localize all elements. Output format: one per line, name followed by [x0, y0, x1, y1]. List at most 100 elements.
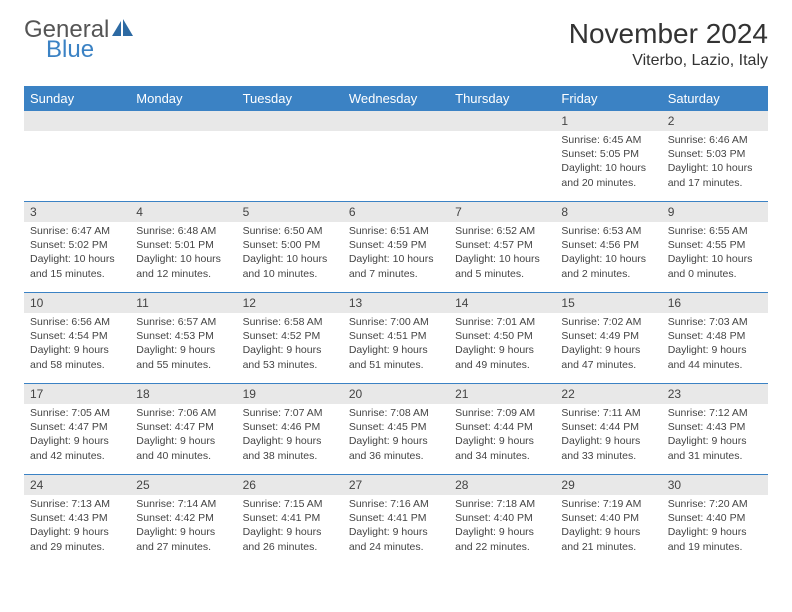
daylight-text-2: and 17 minutes.	[668, 176, 762, 190]
sunset-text: Sunset: 5:05 PM	[561, 147, 655, 161]
daylight-text-2: and 31 minutes.	[668, 449, 762, 463]
sunset-text: Sunset: 4:41 PM	[243, 511, 337, 525]
day-cell: Sunrise: 6:52 AMSunset: 4:57 PMDaylight:…	[449, 222, 555, 293]
calendar-page: General Blue November 2024 Viterbo, Lazi…	[0, 0, 792, 612]
daylight-text-1: Daylight: 9 hours	[561, 434, 655, 448]
daylight-text-2: and 19 minutes.	[668, 540, 762, 554]
daylight-text-2: and 12 minutes.	[136, 267, 230, 281]
day-number-cell: 25	[130, 475, 236, 496]
day-cell: Sunrise: 7:08 AMSunset: 4:45 PMDaylight:…	[343, 404, 449, 475]
content-row: Sunrise: 6:47 AMSunset: 5:02 PMDaylight:…	[24, 222, 768, 293]
calendar-body: 12Sunrise: 6:45 AMSunset: 5:05 PMDayligh…	[24, 111, 768, 565]
daylight-text-2: and 21 minutes.	[561, 540, 655, 554]
daylight-text-1: Daylight: 9 hours	[243, 343, 337, 357]
day-header: Friday	[555, 86, 661, 111]
daylight-text-1: Daylight: 9 hours	[561, 343, 655, 357]
day-number-cell: 2	[662, 111, 768, 131]
logo-text-blue: Blue	[46, 38, 134, 62]
day-cell: Sunrise: 7:16 AMSunset: 4:41 PMDaylight:…	[343, 495, 449, 565]
day-number-cell: 24	[24, 475, 130, 496]
day-number-cell: 23	[662, 384, 768, 405]
sunset-text: Sunset: 4:54 PM	[30, 329, 124, 343]
daylight-text-2: and 24 minutes.	[349, 540, 443, 554]
sunrise-text: Sunrise: 6:47 AM	[30, 224, 124, 238]
day-number-cell: 4	[130, 202, 236, 223]
day-cell	[343, 131, 449, 202]
daylight-text-1: Daylight: 9 hours	[349, 525, 443, 539]
day-number-cell: 13	[343, 293, 449, 314]
day-cell: Sunrise: 7:02 AMSunset: 4:49 PMDaylight:…	[555, 313, 661, 384]
day-number-cell: 15	[555, 293, 661, 314]
daynum-row: 17181920212223	[24, 384, 768, 405]
day-cell: Sunrise: 7:03 AMSunset: 4:48 PMDaylight:…	[662, 313, 768, 384]
day-number-cell: 7	[449, 202, 555, 223]
day-number-cell: 3	[24, 202, 130, 223]
daylight-text-2: and 58 minutes.	[30, 358, 124, 372]
day-cell: Sunrise: 7:13 AMSunset: 4:43 PMDaylight:…	[24, 495, 130, 565]
sunset-text: Sunset: 4:41 PM	[349, 511, 443, 525]
day-cell: Sunrise: 6:45 AMSunset: 5:05 PMDaylight:…	[555, 131, 661, 202]
daylight-text-1: Daylight: 9 hours	[30, 434, 124, 448]
day-cell: Sunrise: 6:56 AMSunset: 4:54 PMDaylight:…	[24, 313, 130, 384]
daylight-text-1: Daylight: 9 hours	[30, 525, 124, 539]
daylight-text-2: and 55 minutes.	[136, 358, 230, 372]
sunset-text: Sunset: 4:47 PM	[136, 420, 230, 434]
sunrise-text: Sunrise: 7:16 AM	[349, 497, 443, 511]
day-number-cell: 5	[237, 202, 343, 223]
day-number-cell: 27	[343, 475, 449, 496]
daylight-text-2: and 7 minutes.	[349, 267, 443, 281]
sunset-text: Sunset: 4:43 PM	[30, 511, 124, 525]
day-cell: Sunrise: 7:15 AMSunset: 4:41 PMDaylight:…	[237, 495, 343, 565]
sunrise-text: Sunrise: 6:48 AM	[136, 224, 230, 238]
content-row: Sunrise: 6:45 AMSunset: 5:05 PMDaylight:…	[24, 131, 768, 202]
sunset-text: Sunset: 4:44 PM	[561, 420, 655, 434]
daylight-text-2: and 51 minutes.	[349, 358, 443, 372]
day-cell	[130, 131, 236, 202]
daylight-text-1: Daylight: 9 hours	[243, 525, 337, 539]
day-header: Tuesday	[237, 86, 343, 111]
sunrise-text: Sunrise: 6:55 AM	[668, 224, 762, 238]
day-header: Sunday	[24, 86, 130, 111]
day-cell: Sunrise: 7:12 AMSunset: 4:43 PMDaylight:…	[662, 404, 768, 475]
daylight-text-1: Daylight: 10 hours	[30, 252, 124, 266]
day-number-cell: 17	[24, 384, 130, 405]
day-cell: Sunrise: 7:18 AMSunset: 4:40 PMDaylight:…	[449, 495, 555, 565]
daylight-text-2: and 22 minutes.	[455, 540, 549, 554]
day-cell: Sunrise: 7:01 AMSunset: 4:50 PMDaylight:…	[449, 313, 555, 384]
calendar-table: Sunday Monday Tuesday Wednesday Thursday…	[24, 86, 768, 565]
day-number-cell	[130, 111, 236, 131]
day-number-cell	[449, 111, 555, 131]
day-number-cell: 6	[343, 202, 449, 223]
sunrise-text: Sunrise: 7:11 AM	[561, 406, 655, 420]
day-number-cell: 16	[662, 293, 768, 314]
daynum-row: 24252627282930	[24, 475, 768, 496]
day-header: Saturday	[662, 86, 768, 111]
day-number-cell: 8	[555, 202, 661, 223]
day-cell: Sunrise: 7:19 AMSunset: 4:40 PMDaylight:…	[555, 495, 661, 565]
daynum-row: 10111213141516	[24, 293, 768, 314]
day-number-cell: 19	[237, 384, 343, 405]
day-cell: Sunrise: 6:58 AMSunset: 4:52 PMDaylight:…	[237, 313, 343, 384]
sunrise-text: Sunrise: 7:18 AM	[455, 497, 549, 511]
sunrise-text: Sunrise: 7:02 AM	[561, 315, 655, 329]
daylight-text-1: Daylight: 9 hours	[455, 525, 549, 539]
daylight-text-1: Daylight: 9 hours	[136, 434, 230, 448]
day-number-cell: 20	[343, 384, 449, 405]
daylight-text-1: Daylight: 10 hours	[668, 161, 762, 175]
day-number-cell	[24, 111, 130, 131]
day-header: Monday	[130, 86, 236, 111]
day-cell: Sunrise: 6:53 AMSunset: 4:56 PMDaylight:…	[555, 222, 661, 293]
daylight-text-2: and 38 minutes.	[243, 449, 337, 463]
day-header-row: Sunday Monday Tuesday Wednesday Thursday…	[24, 86, 768, 111]
daylight-text-1: Daylight: 9 hours	[243, 434, 337, 448]
sunset-text: Sunset: 4:47 PM	[30, 420, 124, 434]
sunrise-text: Sunrise: 7:14 AM	[136, 497, 230, 511]
sunrise-text: Sunrise: 6:56 AM	[30, 315, 124, 329]
sunset-text: Sunset: 4:40 PM	[455, 511, 549, 525]
daylight-text-2: and 20 minutes.	[561, 176, 655, 190]
content-row: Sunrise: 6:56 AMSunset: 4:54 PM Daylight:…	[24, 313, 768, 384]
sunset-text: Sunset: 4:44 PM	[455, 420, 549, 434]
daylight-text-2: and 49 minutes.	[455, 358, 549, 372]
sunrise-text: Sunrise: 6:52 AM	[455, 224, 549, 238]
day-number-cell	[343, 111, 449, 131]
